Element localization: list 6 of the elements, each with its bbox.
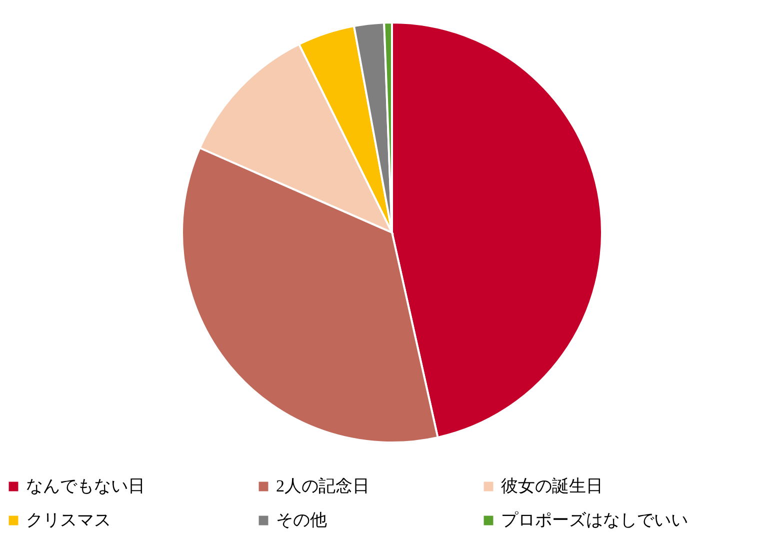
legend-label: クリスマス	[26, 510, 111, 530]
legend-label: なんでもない日	[26, 476, 145, 496]
legend-label: 2人の記念日	[276, 476, 370, 496]
legend-label: 彼女の誕生日	[501, 476, 603, 496]
legend-label: プロポーズはなしでいい	[501, 510, 688, 530]
legend-label: その他	[276, 510, 327, 530]
